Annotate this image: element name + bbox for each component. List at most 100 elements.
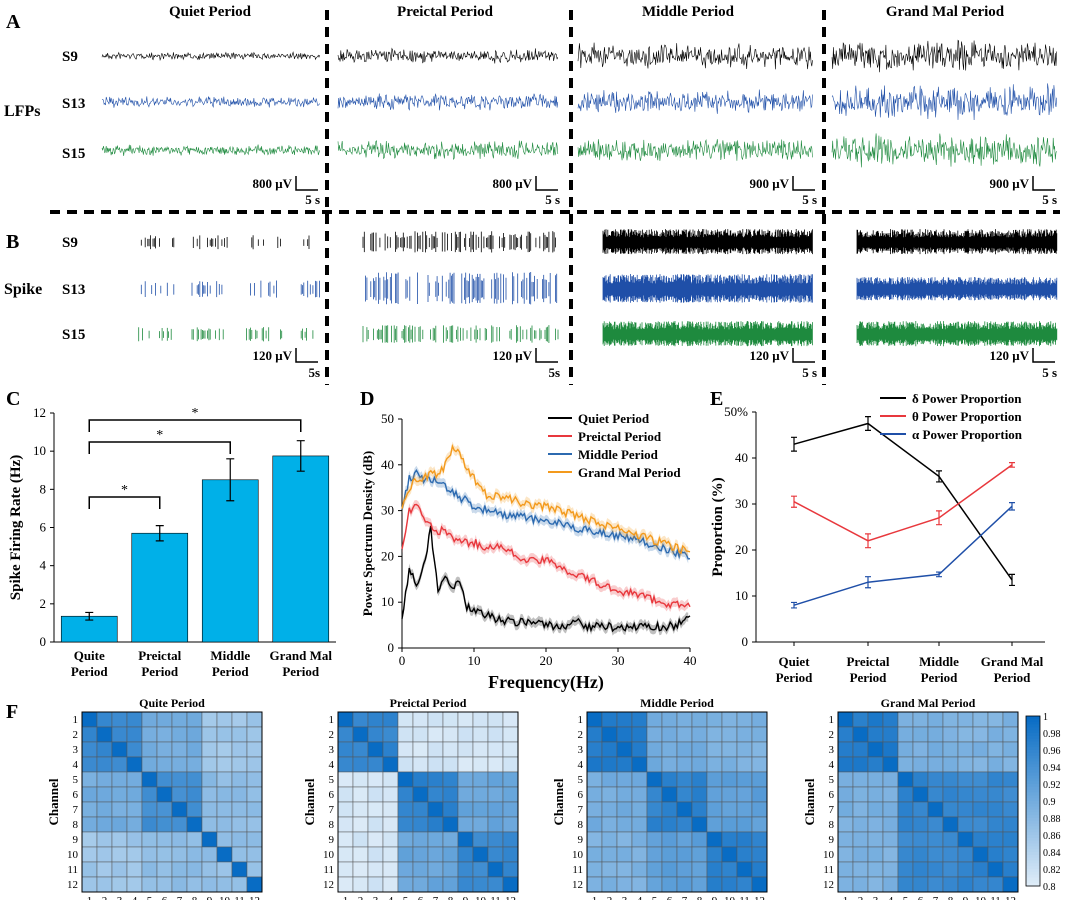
f-cell bbox=[912, 801, 929, 818]
d-y-tick-label: 50 bbox=[381, 411, 394, 426]
f-cell bbox=[852, 876, 869, 893]
f-cell bbox=[972, 771, 989, 788]
f-cell bbox=[201, 801, 218, 818]
f-cell bbox=[972, 831, 989, 848]
f-cell bbox=[661, 846, 678, 863]
c-errorbar-0 bbox=[85, 611, 94, 621]
f-cell bbox=[942, 741, 959, 758]
f-cell bbox=[736, 741, 753, 758]
f-y-tick-label: 2 bbox=[73, 729, 79, 741]
f-cell bbox=[751, 726, 768, 743]
f-y-tick-label: 7 bbox=[73, 804, 79, 816]
f-cell bbox=[957, 726, 974, 743]
f-cell bbox=[691, 816, 708, 833]
f-cell bbox=[397, 741, 414, 758]
f-cell bbox=[721, 846, 738, 863]
panel-letter-a: A bbox=[6, 11, 21, 33]
f-cell bbox=[852, 756, 869, 773]
f-cell bbox=[852, 861, 869, 878]
f-y-tick-label: 10 bbox=[67, 849, 79, 861]
f-cell bbox=[427, 816, 444, 833]
c-y-axis-label: Spike Firing Rate (Hz) bbox=[8, 455, 24, 600]
f-title-0: Quite Period bbox=[139, 696, 205, 710]
lfp-trace-s13-preictal bbox=[337, 93, 559, 111]
f-cell bbox=[382, 876, 399, 893]
f-cell bbox=[661, 741, 678, 758]
f-cell bbox=[246, 846, 263, 863]
f-cell bbox=[586, 861, 603, 878]
f-cell bbox=[442, 741, 459, 758]
f-cell bbox=[412, 861, 429, 878]
spike-raster-s15-grandmal bbox=[856, 321, 1058, 347]
f-cell bbox=[367, 726, 384, 743]
f-x-tick-label: 3 bbox=[373, 895, 379, 900]
f-colorbar-tick-label: 0.8 bbox=[1043, 882, 1056, 893]
f-cell bbox=[246, 711, 263, 728]
f-cell bbox=[927, 846, 944, 863]
f-colorbar-segment bbox=[1026, 786, 1040, 791]
f-cell bbox=[897, 801, 914, 818]
f-cell bbox=[927, 711, 944, 728]
f-x-tick-label: 11 bbox=[990, 895, 1001, 900]
f-y-tick-label: 10 bbox=[572, 849, 584, 861]
f-cell bbox=[661, 726, 678, 743]
f-cell bbox=[457, 741, 474, 758]
f-x-tick-label: 4 bbox=[132, 895, 138, 900]
f-cell bbox=[852, 801, 869, 818]
f-cell bbox=[186, 801, 203, 818]
f-colorbar-segment bbox=[1026, 716, 1040, 720]
f-cell bbox=[352, 861, 369, 878]
f-colorbar-segment bbox=[1026, 843, 1040, 847]
f-cell bbox=[661, 786, 678, 803]
f-cell bbox=[111, 711, 128, 728]
f-cell bbox=[487, 786, 504, 803]
c-significance-label-2: * bbox=[192, 406, 199, 421]
f-y-tick-label: 1 bbox=[829, 714, 835, 726]
f-cell bbox=[616, 801, 633, 818]
f-cell bbox=[201, 831, 218, 848]
c-y-tick-label: 12 bbox=[33, 405, 46, 420]
f-cell bbox=[141, 861, 158, 878]
f-y-tick-label: 8 bbox=[829, 819, 835, 831]
f-cell bbox=[171, 816, 188, 833]
scale-bars: 800 μV 5 s 120 μV 5s 800 μV 5 s 120 μV 5s 900 μV… bbox=[252, 176, 1057, 380]
f-title-3: Grand Mal Period bbox=[881, 696, 976, 710]
f-cell bbox=[442, 876, 459, 893]
f-cell bbox=[126, 846, 143, 863]
f-cell bbox=[912, 771, 929, 788]
f-cell bbox=[81, 831, 98, 848]
f-cell bbox=[706, 876, 723, 893]
f-y-tick-label: 4 bbox=[829, 759, 835, 771]
f-y-tick-label: 11 bbox=[823, 864, 834, 876]
spike-raster-s13-quiet bbox=[140, 280, 320, 298]
f-cell bbox=[427, 771, 444, 788]
f-cell bbox=[586, 816, 603, 833]
f-cell bbox=[367, 741, 384, 758]
f-y-tick-label: 5 bbox=[329, 774, 335, 786]
f-cell bbox=[111, 771, 128, 788]
f-cell bbox=[216, 786, 233, 803]
f-colorbar-segment bbox=[1026, 772, 1040, 777]
f-cell bbox=[442, 831, 459, 848]
f-cell bbox=[111, 861, 128, 878]
f-colorbar-segment bbox=[1026, 741, 1040, 745]
f-x-tick-label: 2 bbox=[102, 895, 108, 900]
f-colorbar-segment bbox=[1026, 789, 1040, 794]
f-cell bbox=[141, 726, 158, 743]
f-cell bbox=[736, 861, 753, 878]
f-x-tick-label: 10 bbox=[475, 895, 487, 900]
f-colorbar-tick-label: 0.82 bbox=[1043, 865, 1061, 876]
f-cell bbox=[646, 831, 663, 848]
c-bar-3 bbox=[272, 455, 330, 643]
f-x-tick-label: 12 bbox=[249, 895, 260, 900]
f-colorbar-segment bbox=[1026, 812, 1040, 816]
f-colorbar-segment bbox=[1026, 784, 1040, 788]
f-y-tick-label: 10 bbox=[323, 849, 335, 861]
lfp-channel-s15: S15 bbox=[62, 146, 85, 162]
f-x-tick-label: 5 bbox=[147, 895, 153, 900]
f-colorbar-frame bbox=[1025, 715, 1041, 887]
f-cell bbox=[837, 756, 854, 773]
f-x-tick-label: 11 bbox=[739, 895, 750, 900]
f-cell bbox=[367, 756, 384, 773]
